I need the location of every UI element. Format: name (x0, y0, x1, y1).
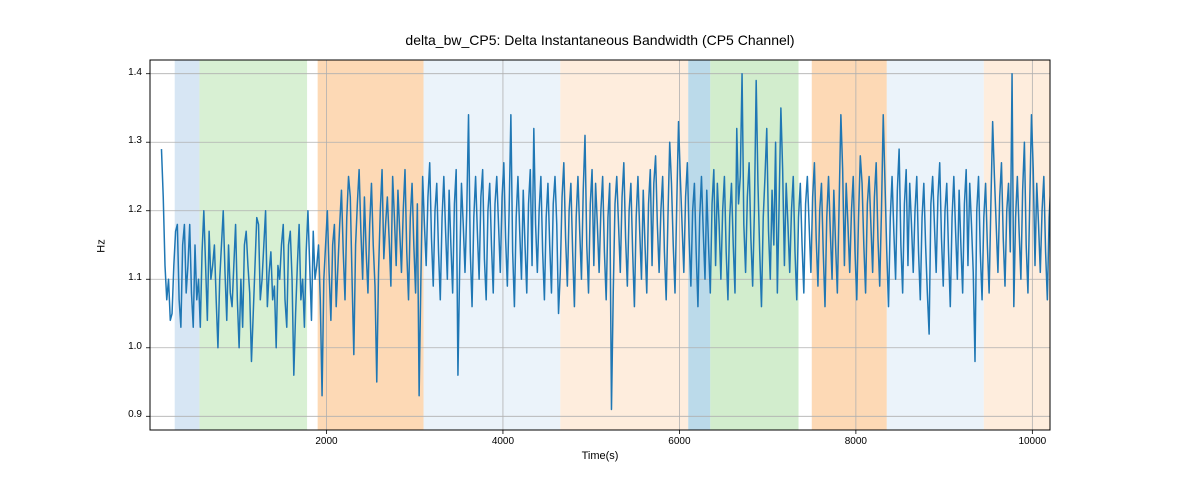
chart-container: delta_bw_CP5: Delta Instantaneous Bandwi… (0, 0, 1200, 500)
ytick-label: 1.1 (102, 272, 142, 283)
ytick-label: 0.9 (102, 409, 142, 420)
xtick-label: 4000 (478, 436, 528, 447)
ytick-label: 1.0 (102, 341, 142, 352)
xtick-label: 10000 (1007, 436, 1057, 447)
ytick-label: 1.4 (102, 67, 142, 78)
xtick-label: 6000 (654, 436, 704, 447)
plot-svg (0, 0, 1200, 500)
band (984, 60, 1050, 430)
band (318, 60, 424, 430)
ytick-label: 1.3 (102, 135, 142, 146)
xtick-label: 2000 (301, 436, 351, 447)
ytick-label: 1.2 (102, 204, 142, 215)
xtick-label: 8000 (831, 436, 881, 447)
